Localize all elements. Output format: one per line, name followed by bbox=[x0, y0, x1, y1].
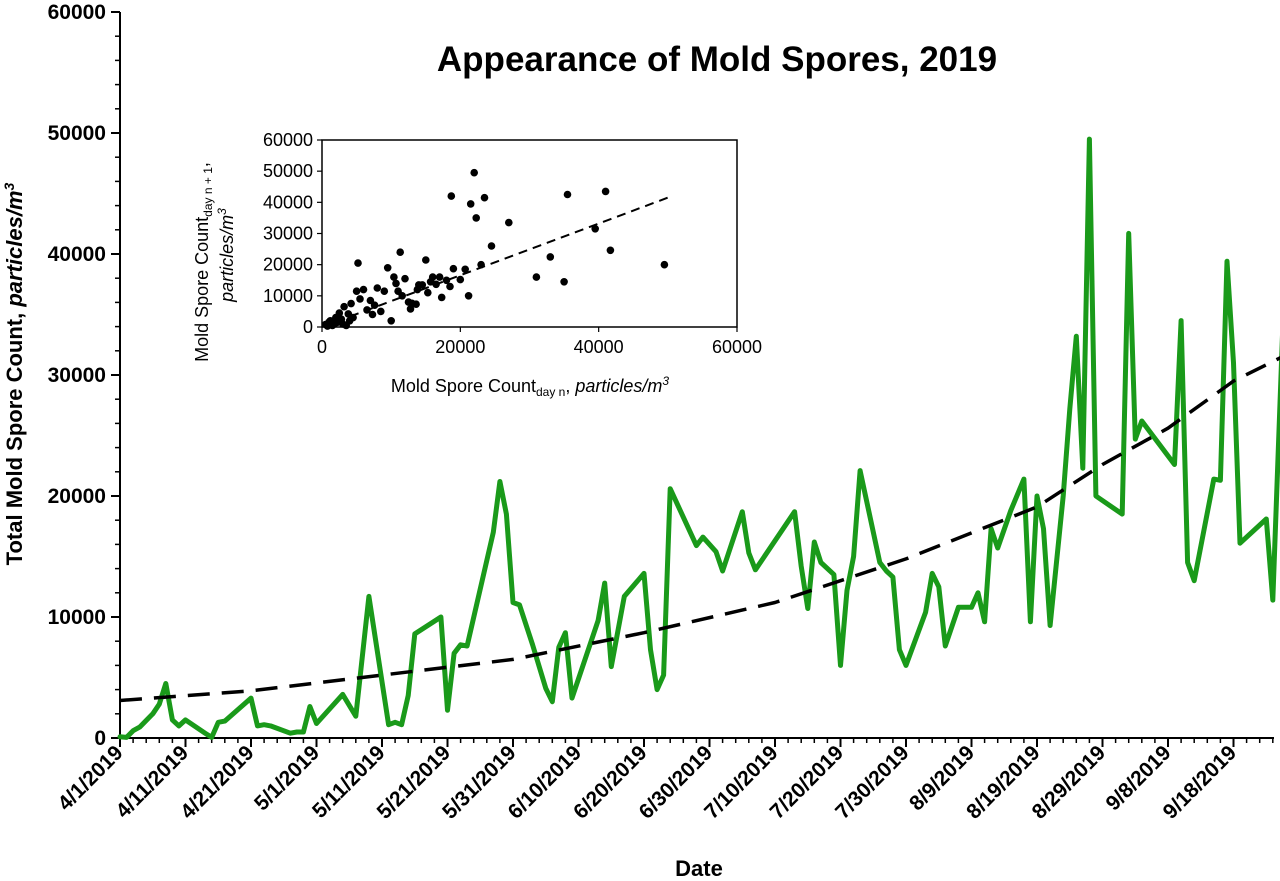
inset-data-point bbox=[412, 300, 420, 309]
y-tick-label: 50000 bbox=[48, 122, 106, 145]
inset-data-point bbox=[383, 264, 392, 272]
inset-data-point bbox=[354, 259, 362, 267]
inset-data-point bbox=[340, 302, 348, 311]
inset-data-point bbox=[390, 273, 398, 281]
y-tick-label: 20000 bbox=[48, 485, 106, 508]
inset-data-point bbox=[387, 317, 396, 325]
inset-y-tick-label: 0 bbox=[303, 317, 313, 337]
inset-data-point bbox=[370, 301, 379, 310]
x-axis-label: Date bbox=[675, 856, 723, 881]
inset-data-point bbox=[449, 264, 458, 273]
inset-data-point bbox=[601, 187, 610, 196]
inset-x-axis-label: Mold Spore Countday n, particles/m3 bbox=[391, 374, 670, 399]
y-axis-label-unit: particles/m bbox=[2, 190, 27, 307]
inset-x-tick-label: 0 bbox=[317, 337, 327, 357]
inset-plot-frame bbox=[321, 139, 738, 328]
inset-x-label-sub: day n bbox=[536, 385, 565, 399]
inset-data-point bbox=[591, 225, 599, 233]
inset-data-point bbox=[546, 253, 555, 261]
inset-data-point bbox=[373, 284, 382, 292]
inset-trendline bbox=[321, 196, 669, 328]
inset-data-point bbox=[428, 273, 437, 281]
inset-data-point bbox=[380, 287, 389, 296]
inset-data-point bbox=[356, 295, 364, 303]
inset-data-point bbox=[466, 200, 475, 208]
spore-count-series bbox=[117, 136, 1280, 740]
inset-data-point bbox=[487, 242, 496, 250]
inset-y-tick-label: 50000 bbox=[263, 161, 313, 181]
inset-y-axis-label-line2: particles/m3 bbox=[215, 208, 237, 303]
inset-data-point bbox=[456, 275, 465, 284]
inset-x-label-unit: particles/m bbox=[574, 376, 662, 396]
inset-y-label-comma: , bbox=[192, 162, 212, 167]
inset-points bbox=[321, 168, 669, 330]
inset-x-label-unit-sup: 3 bbox=[662, 374, 669, 388]
inset-x-tick-label: 60000 bbox=[712, 337, 762, 357]
inset-data-point bbox=[470, 168, 479, 177]
inset-y-label-sub: day n + 1 bbox=[201, 167, 215, 217]
inset-data-point bbox=[418, 281, 427, 289]
inset-data-point bbox=[352, 287, 361, 296]
inset-y-axis-label-line1: Mold Spore Countday n + 1, bbox=[192, 162, 215, 362]
inset-data-point bbox=[505, 218, 513, 227]
inset-data-point bbox=[359, 285, 368, 294]
inset-y-tick-label: 10000 bbox=[263, 286, 313, 306]
inset-data-point bbox=[446, 282, 454, 291]
inset-x-tick-label: 20000 bbox=[435, 337, 485, 357]
y-tick-label: 60000 bbox=[48, 1, 106, 24]
inset-data-point bbox=[401, 274, 409, 283]
inset-scatter-plot: 0 10000 20000 30000 40000 50000 60000 0 20000 400… bbox=[192, 130, 762, 399]
y-tick-label: 40000 bbox=[48, 243, 106, 266]
inset-data-point bbox=[472, 214, 481, 222]
y-axis-label-main: Total Mold Spore Count, bbox=[2, 307, 27, 566]
inset-x-label-main: Mold Spore Count bbox=[391, 376, 536, 396]
inset-y-tick-label: 20000 bbox=[263, 255, 313, 275]
y-axis-label-unit-sup: 3 bbox=[1, 182, 17, 190]
trendline-series bbox=[119, 355, 1280, 703]
y-tick-label: 10000 bbox=[48, 606, 106, 629]
inset-y-label-unit: particles/m bbox=[217, 215, 237, 303]
inset-data-point bbox=[377, 307, 385, 316]
inset-data-point bbox=[563, 190, 572, 199]
y-axis-label: Total Mold Spore Count, particles/m3 bbox=[1, 182, 27, 565]
inset-data-point bbox=[442, 276, 451, 285]
inset-data-point bbox=[435, 273, 444, 281]
inset-y-tick-label: 60000 bbox=[263, 130, 313, 150]
inset-data-point bbox=[347, 299, 355, 308]
inset-y-tick-label: 40000 bbox=[263, 192, 313, 212]
inset-data-point bbox=[424, 288, 432, 297]
inset-data-point bbox=[368, 310, 377, 319]
inset-data-point bbox=[606, 246, 615, 255]
inset-data-point bbox=[660, 260, 669, 269]
inset-x-tick-label: 40000 bbox=[574, 337, 624, 357]
inset-data-point bbox=[396, 248, 405, 256]
inset-data-point bbox=[437, 293, 446, 302]
inset-data-point bbox=[532, 273, 541, 281]
main-plot-area bbox=[117, 136, 1280, 740]
y-tick-label: 30000 bbox=[48, 364, 106, 387]
inset-data-point bbox=[480, 193, 489, 202]
inset-y-label-unit-sup: 3 bbox=[215, 208, 229, 215]
inset-data-point bbox=[335, 309, 344, 317]
inset-data-point bbox=[464, 292, 473, 300]
inset-y-tick-label: 30000 bbox=[263, 224, 313, 244]
inset-data-point bbox=[560, 278, 568, 286]
chart-title: Appearance of Mold Spores, 2019 bbox=[437, 40, 997, 79]
inset-data-point bbox=[422, 256, 430, 264]
inset-y-label-main: Mold Spore Count bbox=[192, 217, 212, 362]
y-tick-label: 0 bbox=[94, 727, 106, 750]
inset-data-point bbox=[447, 192, 456, 200]
inset-axes: 0 10000 20000 30000 40000 50000 60000 0 20000 400… bbox=[263, 130, 762, 357]
inset-data-point bbox=[392, 279, 400, 288]
main-axes: 01000020000300004000050000600004/1/20194… bbox=[48, 1, 1274, 824]
inset-data-point bbox=[461, 265, 470, 274]
inset-x-label-comma: , bbox=[565, 376, 575, 396]
